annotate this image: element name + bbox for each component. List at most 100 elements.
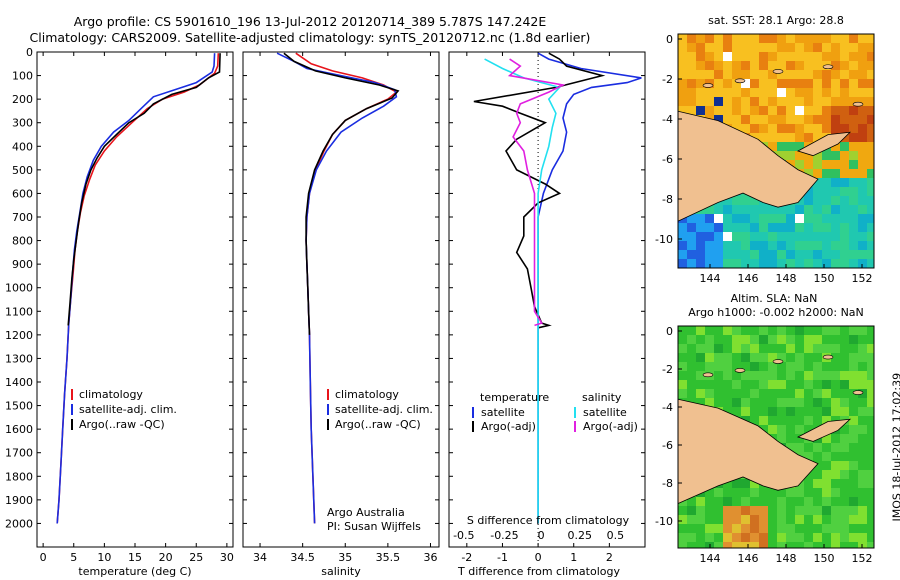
sst-map-cell: [804, 133, 813, 142]
sla-map-cell: [777, 488, 786, 497]
sla-map-cell: [705, 389, 714, 398]
sst-map-cell: [777, 88, 786, 97]
sla-map-cell: [804, 380, 813, 389]
sla-map-cell: [678, 371, 687, 380]
sla-map-cell: [831, 533, 840, 542]
sst-map-cell: [750, 259, 759, 268]
sst-map-cell: [813, 223, 822, 232]
sla-map-cell: [687, 371, 696, 380]
sst-map-cell: [723, 52, 732, 61]
sla-map-cell: [858, 362, 867, 371]
sst-map-cell: [705, 250, 714, 259]
sst-map-cell: [840, 178, 849, 187]
depth-tick-label: 1300: [5, 352, 33, 365]
sst-map-cell: [822, 232, 831, 241]
depth-tick-label: 800: [12, 235, 33, 248]
sst-map-cell: [795, 52, 804, 61]
sla-map-cell: [786, 506, 795, 515]
salinity-xtick-label: 35.5: [376, 551, 401, 564]
sst-map-landmass: [678, 110, 819, 222]
sst-map-cell: [867, 214, 874, 223]
sla-map-ytick-label: -6: [662, 439, 673, 452]
sla-map-cell: [741, 344, 750, 353]
depth-tick-label: 500: [12, 164, 33, 177]
sla-map-cell: [858, 353, 867, 362]
sst-map-small-island: [772, 69, 784, 74]
sst-map-cell: [678, 259, 687, 268]
sst-map-cell: [867, 61, 874, 70]
sst-map-cell: [750, 61, 759, 70]
sla-map-cell: [687, 506, 696, 515]
sst-map-cell: [822, 187, 831, 196]
sst-map-island: [796, 131, 852, 157]
sst-map-cell: [714, 241, 723, 250]
temperature-xtick-label: 0: [40, 551, 47, 564]
sst-map-cell: [867, 133, 874, 142]
sst-map-cell: [777, 205, 786, 214]
sla-map-cell: [759, 488, 768, 497]
sla-map-cell: [723, 407, 732, 416]
sst-map-cell: [840, 61, 849, 70]
sla-map-cell: [696, 389, 705, 398]
sla-map-cell: [759, 425, 768, 434]
sst-map-cell: [813, 205, 822, 214]
sla-map-cell: [795, 506, 804, 515]
sla-map-cell: [750, 524, 759, 533]
sla-map-cell: [831, 398, 840, 407]
sla-map-cell: [840, 506, 849, 515]
sst-map-cell: [831, 124, 840, 133]
sst-map-cell: [804, 241, 813, 250]
sst-map-cell: [822, 178, 831, 187]
sla-map-cell: [777, 506, 786, 515]
depth-tick-label: 1800: [5, 470, 33, 483]
sst-map-cell: [786, 205, 795, 214]
sst-map-cell: [804, 34, 813, 43]
sla-map-cell: [858, 371, 867, 380]
sst-map-cell: [822, 34, 831, 43]
difference-legend-label-t: Argo(-adj): [481, 420, 536, 433]
sst-map-cell: [813, 61, 822, 70]
sst-map-cell: [741, 214, 750, 223]
sla-map-cell: [831, 479, 840, 488]
sst-map-cell: [822, 214, 831, 223]
sst-map-cell: [678, 79, 687, 88]
sla-map-cell: [723, 389, 732, 398]
sst-map-cell: [786, 133, 795, 142]
sst-map-cell: [777, 142, 786, 151]
sst-map-cell: [723, 241, 732, 250]
sst-map-cell: [849, 61, 858, 70]
sst-map-cell: [768, 232, 777, 241]
sst-map-cell: [804, 124, 813, 133]
sst-map-cell: [849, 133, 858, 142]
sla-map-cell: [786, 434, 795, 443]
sla-map-cell: [705, 353, 714, 362]
sla-map-cell: [768, 497, 777, 506]
sla-map-cell: [759, 524, 768, 533]
sst-map-cell: [777, 61, 786, 70]
sst-map-cell: [732, 205, 741, 214]
sst-map-cell: [795, 61, 804, 70]
sla-map-xtick-label: 146: [738, 552, 759, 565]
sla-map-cell: [849, 524, 858, 533]
sst-map-cell: [696, 34, 705, 43]
sst-map-cell: [741, 43, 750, 52]
sla-map-cell: [840, 533, 849, 542]
sst-map-cell: [849, 187, 858, 196]
sst-map-cell: [786, 124, 795, 133]
sst-map-cell: [768, 241, 777, 250]
sst-map-xtick-label: 150: [814, 272, 835, 285]
sst-map-cell: [687, 241, 696, 250]
sst-map-cell: [858, 124, 867, 133]
sla-map-cell: [732, 380, 741, 389]
sla-map-cell: [723, 515, 732, 524]
sla-map-cell: [795, 335, 804, 344]
sst-map-ytick-label: -8: [662, 193, 673, 206]
sst-map-cell: [732, 106, 741, 115]
sla-map-xtick-label: 148: [776, 552, 797, 565]
sla-map-cell: [867, 425, 874, 434]
sla-map-cell: [822, 362, 831, 371]
sst-map-cell: [831, 151, 840, 160]
sst-map-cell: [714, 79, 723, 88]
sst-map-cell: [822, 250, 831, 259]
sst-map-cell: [696, 61, 705, 70]
